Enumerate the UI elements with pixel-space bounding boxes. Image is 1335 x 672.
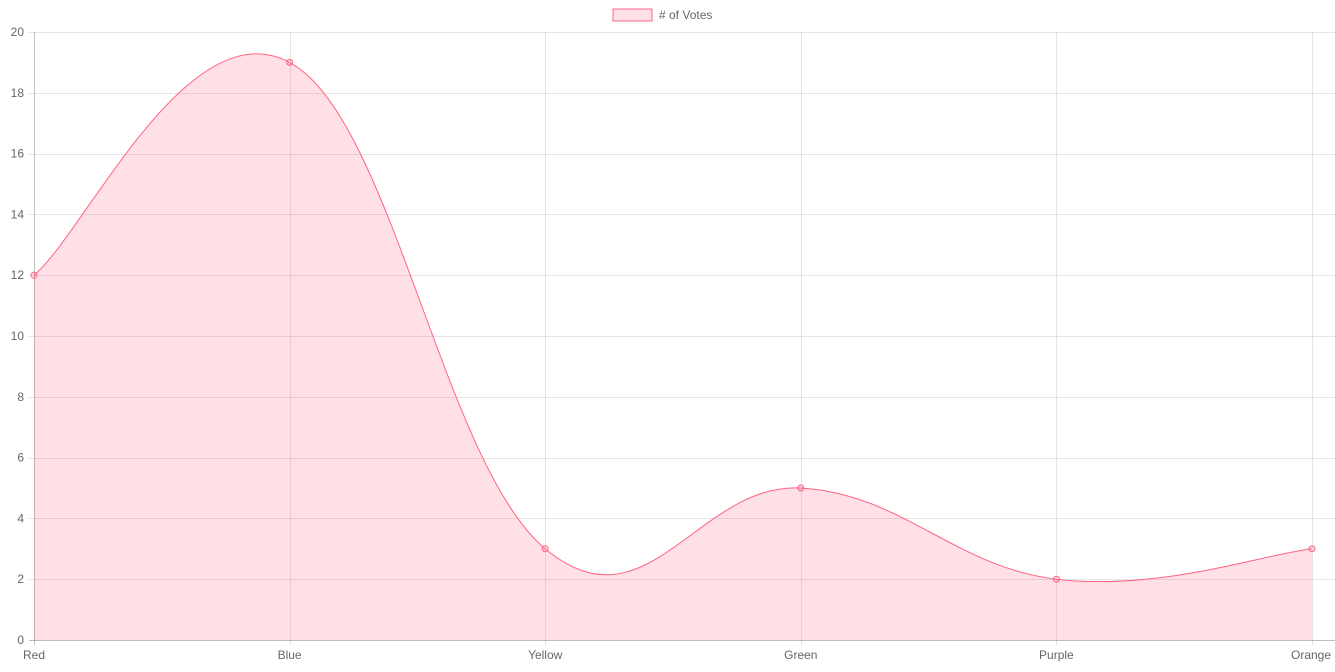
y-tick-label: 10 [11,329,25,343]
y-tick-label: 20 [11,25,25,39]
data-point-yellow[interactable] [541,545,549,553]
x-tick-label: Orange [1291,648,1331,662]
y-tick-label: 4 [17,511,24,525]
x-tick-label: Purple [1039,648,1074,662]
x-axis-ticks: Red Blue Yellow Green Purple Orange [23,648,1331,662]
legend-label: # of Votes [659,8,712,22]
y-tick-label: 18 [11,86,25,100]
series-area-layer [33,53,1313,640]
data-point-purple[interactable] [1052,575,1060,583]
data-points-layer [30,58,1316,583]
y-tick-label: 16 [11,147,25,161]
y-tick-label: 12 [11,268,25,282]
y-axis-ticks: 0 2 4 6 8 10 12 14 16 18 20 [11,25,25,647]
y-tick-label: 14 [11,207,25,221]
y-tick-label: 8 [17,390,24,404]
data-point-green[interactable] [797,484,805,492]
series-area-fill [34,53,1312,640]
grid-lines [29,32,1335,645]
data-point-orange[interactable] [1308,545,1316,553]
data-point-blue[interactable] [286,58,294,66]
y-tick-label: 0 [17,633,24,647]
series-line [33,53,1313,583]
x-tick-label: Yellow [528,648,563,662]
x-tick-label: Green [784,648,817,662]
x-tick-label: Red [23,648,45,662]
y-tick-label: 2 [17,572,24,586]
y-tick-label: 6 [17,451,24,465]
x-tick-label: Blue [278,648,302,662]
chart-legend[interactable]: # of Votes [612,8,712,22]
data-point-red[interactable] [30,271,38,279]
legend-swatch [612,8,653,22]
